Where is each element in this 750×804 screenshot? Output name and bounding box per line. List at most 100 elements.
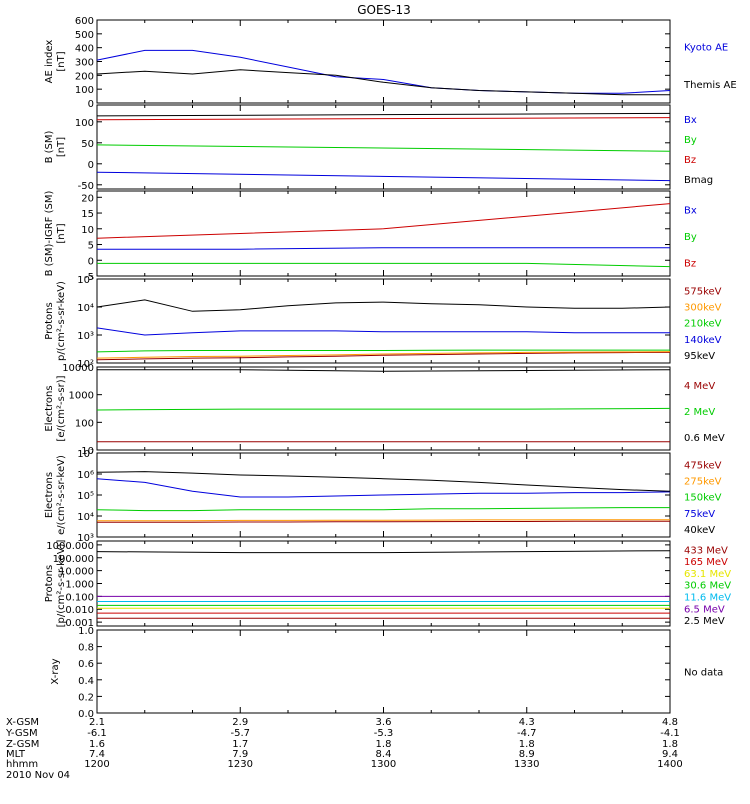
panel-6-ytick-label: 10³: [77, 533, 94, 544]
panel-7-series-2.5-MeV: [96, 550, 671, 554]
panel-2-ytick-label: 0: [88, 160, 94, 171]
panel-6-ytick-label: 10⁷: [77, 449, 94, 460]
panel-8-ytick-label: 0.2: [78, 692, 94, 703]
ephemeris-value-Y-GSM: -4.1: [660, 728, 680, 739]
panel-1-ytick-label: 600: [75, 16, 94, 27]
ephemeris-label-X-GSM: X-GSM: [6, 717, 39, 728]
panel-8-ylabel: X-ray: [50, 658, 61, 684]
ephemeris-value-Y-GSM: -5.3: [374, 728, 394, 739]
panel-6-legend-275keV: 275keV: [684, 476, 722, 487]
panel-3-legend-Bz: Bz: [684, 259, 696, 270]
ephemeris-label-Z-GSM: Z-GSM: [6, 739, 39, 750]
ephemeris-value-hhmm: 1330: [514, 759, 539, 770]
panel-7-legend-6.5-MeV: 6.5 MeV: [684, 604, 725, 615]
panel-6-ytick-label: 10⁶: [77, 470, 94, 481]
panel-7-ytick-label: 1.000: [65, 580, 94, 591]
ephemeris-value-Z-GSM: 1.8: [376, 739, 392, 750]
panel-2-ytick-label: 100: [75, 118, 94, 129]
ephemeris-value-Y-GSM: -5.7: [230, 728, 250, 739]
panel-7-legend-11.6-MeV: 11.6 MeV: [684, 592, 731, 603]
ephemeris-value-X-GSM: 4.3: [519, 717, 535, 728]
panel-3-ytick-label: 20: [81, 193, 94, 204]
panel-6-series-475keV: [97, 520, 670, 523]
panel-1-series-Kyoto-AE: [96, 49, 671, 94]
panel-1-ylabel-units: [nT]: [56, 51, 67, 71]
panel-8-ytick-label: 0.4: [78, 676, 94, 687]
panel-2-ylabel: B (SM): [44, 130, 55, 163]
panel-4-series-210keV: [96, 349, 670, 353]
ephemeris-value-MLT: 8.4: [376, 749, 392, 760]
panel-3-ytick-label: 0: [88, 256, 94, 267]
panel-2-ytick-label: 50: [81, 139, 94, 150]
panel-8-ytick-label: 1.0: [78, 626, 94, 637]
panel-1-ytick-label: 0: [88, 99, 94, 110]
panel-1-ylabel: AE index: [44, 40, 55, 84]
panel-8-frame: [96, 629, 671, 714]
ephemeris-value-Y-GSM: -4.7: [517, 728, 537, 739]
panel-3-series-By: [97, 262, 671, 268]
panel-5-legend-4-MeV: 4 MeV: [684, 381, 715, 392]
panel-3-ytick-label: 10: [81, 225, 94, 236]
ephemeris-label-Y-GSM: Y-GSM: [5, 728, 38, 739]
panel-7-ytick-label: 0.010: [65, 605, 94, 616]
panel-2-legend-Bz: Bz: [684, 155, 696, 166]
panel-4-ylabel-units: p/(cm²-s-sr-keV): [56, 281, 67, 361]
panel-4-legend-300keV: 300keV: [684, 302, 722, 313]
panel-6-legend-75keV: 75keV: [684, 509, 715, 520]
panel-6-series-75keV: [96, 478, 671, 498]
panel-4-ytick-label: 10³: [77, 331, 94, 342]
panel-1-ytick-label: 500: [75, 30, 94, 41]
panel-7-ytick-label: 10.000: [59, 567, 94, 578]
panel-6-legend-40keV: 40keV: [684, 525, 715, 536]
panel-7-ytick-label: 100.000: [53, 554, 94, 565]
panel-3-ytick-label: 5: [88, 241, 94, 252]
panel-1-ytick-label: 300: [75, 58, 94, 69]
ephemeris-value-Z-GSM: 1.7: [232, 739, 248, 750]
panel-6-ylabel: Electrons: [44, 472, 55, 518]
panel-4-legend-210keV: 210keV: [684, 319, 722, 330]
panel-6-series-275keV: [97, 519, 670, 522]
panel-3-ylabel-units: [nT]: [56, 223, 67, 243]
ephemeris-value-Z-GSM: 1.6: [89, 739, 105, 750]
panel-5-ylabel: Electrons: [44, 385, 55, 431]
panel-7-ylabel-units: [p/(cm²-s-sr-keV)]: [56, 540, 67, 628]
panel-6-ytick-label: 10⁵: [77, 491, 94, 502]
panel-3-ytick-label: -5: [84, 272, 94, 283]
panel-7-legend-2.5-MeV: 2.5 MeV: [684, 616, 725, 627]
ephemeris-value-hhmm: 1230: [228, 759, 253, 770]
panel-4-series-140keV: [96, 327, 670, 336]
panel-7-legend-30.6-MeV: 30.6 MeV: [684, 581, 731, 592]
panel-2-legend-Bx: Bx: [684, 115, 697, 126]
panel-6-legend-150keV: 150keV: [684, 493, 722, 504]
panel-6-ylabel-units: e/(cm²-s-sr-keV): [56, 455, 67, 535]
panel-2-ylabel-units: [nT]: [56, 137, 67, 157]
ephemeris-value-MLT: 7.4: [89, 749, 105, 760]
ephemeris-value-X-GSM: 4.8: [662, 717, 678, 728]
panel-4-series-300keV: [96, 351, 671, 359]
panel-2-series-By: [96, 144, 671, 152]
ephemeris-value-Z-GSM: 1.8: [519, 739, 535, 750]
panel-7-ylabel: Protons: [44, 565, 55, 602]
panel-2-legend-Bmag: Bmag: [684, 175, 713, 186]
panel-1-ytick-label: 400: [75, 44, 94, 55]
panel-3-legend-By: By: [684, 232, 697, 243]
panel-8-ytick-label: 0.0: [78, 709, 94, 720]
panel-5-ytick-label: 1000: [69, 391, 94, 402]
panel-8-ytick-label: 0.6: [78, 659, 94, 670]
ephemeris-value-X-GSM: 2.9: [232, 717, 248, 728]
panel-5-ytick-label: 10000: [62, 363, 94, 374]
ephemeris-value-MLT: 7.9: [232, 749, 248, 760]
ephemeris-value-Z-GSM: 1.8: [662, 739, 678, 750]
panel-1-series-Themis-AE: [96, 69, 670, 96]
panel-4-ylabel: Protons: [44, 302, 55, 339]
panel-3-series-Bx: [97, 247, 670, 250]
panel-2-legend-By: By: [684, 135, 697, 146]
panel-4-legend-95keV: 95keV: [684, 351, 715, 362]
panel-4-series-575keV: [96, 351, 671, 361]
panel-5-ylabel-units: [e/(cm²-s-sr)]: [56, 375, 67, 441]
panel-2-ytick-label: -50: [78, 181, 94, 192]
panel-3-series-Bz: [96, 203, 671, 239]
panel-6-series-150keV: [96, 507, 670, 512]
ephemeris-value-hhmm: 1400: [657, 759, 682, 770]
